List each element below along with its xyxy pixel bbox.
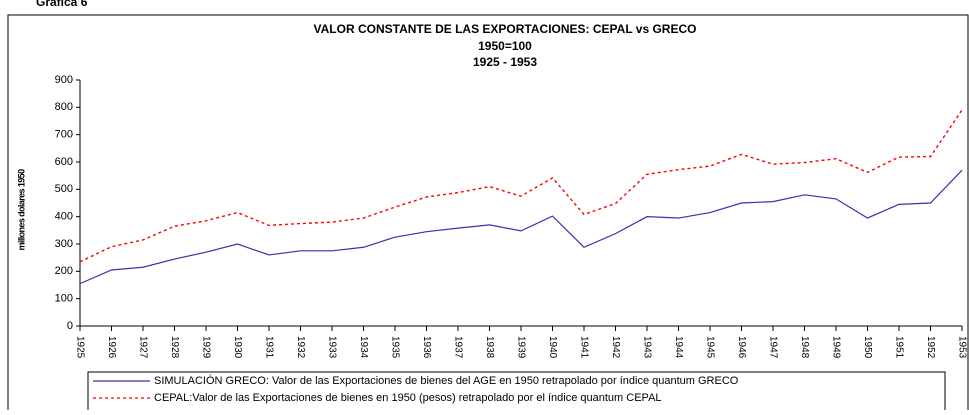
y-tick-label: 100 bbox=[55, 293, 73, 305]
x-tick-label: 1951 bbox=[893, 336, 904, 359]
x-tick-label: 1933 bbox=[326, 336, 337, 359]
x-tick-label: 1931 bbox=[263, 336, 274, 359]
y-tick-label: 200 bbox=[55, 265, 73, 277]
y-tick-label: 500 bbox=[55, 183, 73, 195]
heading: Gráfica 6 bbox=[36, 0, 88, 9]
x-tick-label: 1939 bbox=[515, 336, 526, 359]
x-tick-label: 1929 bbox=[200, 336, 211, 359]
x-tick-label: 1937 bbox=[452, 336, 463, 359]
x-tick-label: 1935 bbox=[389, 336, 400, 359]
x-tick-label: 1934 bbox=[358, 336, 369, 359]
legend bbox=[87, 371, 946, 415]
x-tick-label: 1947 bbox=[767, 336, 778, 359]
y-tick-label: 0 bbox=[67, 320, 73, 332]
y-tick-label: 800 bbox=[55, 101, 73, 113]
y-tick-label: 300 bbox=[55, 238, 73, 250]
y-tick-label: 900 bbox=[55, 74, 73, 86]
y-tick-label: 700 bbox=[55, 129, 73, 141]
x-tick-label: 1938 bbox=[484, 336, 495, 359]
chart-subtitle: 1950=100 bbox=[478, 39, 532, 53]
x-tick-label: 1927 bbox=[137, 336, 148, 359]
x-tick-label: 1925 bbox=[74, 336, 85, 359]
x-tick-label: 1936 bbox=[421, 336, 432, 359]
y-tick-label: 400 bbox=[55, 211, 73, 223]
x-tick-label: 1944 bbox=[673, 336, 684, 359]
chart-title: VALOR CONSTANTE DE LAS EXPORTACIONES: CE… bbox=[314, 22, 697, 36]
chart-frame bbox=[7, 14, 969, 415]
x-tick-label: 1952 bbox=[925, 336, 936, 359]
series-line bbox=[79, 169, 963, 285]
x-tick-label: 1946 bbox=[736, 336, 747, 359]
x-tick-label: 1942 bbox=[610, 336, 621, 359]
x-tick-label: 1949 bbox=[830, 336, 841, 359]
x-tick-label: 1930 bbox=[232, 336, 243, 359]
y-axis-label: millones dolares 1950 bbox=[16, 169, 26, 251]
legend-label: CEPAL:Valor de las Exportaciones de bien… bbox=[154, 392, 662, 404]
x-tick-label: 1940 bbox=[547, 336, 558, 359]
x-tick-label: 1928 bbox=[169, 336, 180, 359]
x-tick-label: 1926 bbox=[106, 336, 117, 359]
x-tick-label: 1943 bbox=[641, 336, 652, 359]
legend-label: SIMULACIÓN GRECO: Valor de las Exportaci… bbox=[154, 374, 739, 387]
x-tick-label: 1945 bbox=[704, 336, 715, 359]
x-tick-label: 1950 bbox=[862, 336, 873, 359]
series-line bbox=[79, 109, 963, 263]
chart-subtitle: 1925 - 1953 bbox=[473, 55, 537, 69]
y-tick-label: 600 bbox=[55, 156, 73, 168]
x-tick-label: 1948 bbox=[799, 336, 810, 359]
x-tick-label: 1941 bbox=[578, 336, 589, 359]
x-tick-label: 1953 bbox=[956, 336, 967, 359]
x-tick-label: 1932 bbox=[295, 336, 306, 359]
